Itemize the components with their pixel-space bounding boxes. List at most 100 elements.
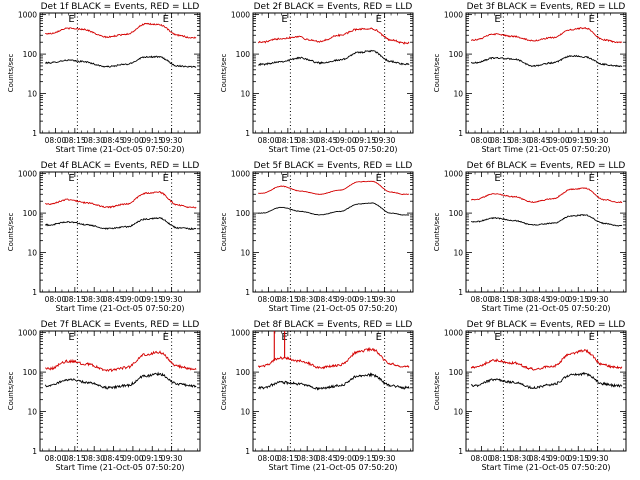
x-tick-label: 09:30 [374, 295, 396, 304]
lld-trace [470, 348, 623, 371]
x-tick-label: 09:30 [587, 454, 609, 463]
x-tick-label: 08:15 [277, 136, 299, 145]
plot-frame [465, 12, 627, 134]
y-tick-label: 10 [453, 408, 463, 417]
event-marker-label: E [494, 14, 500, 25]
y-tick-label: 10 [27, 249, 37, 258]
chart-panel-3: Det 3f BLACK = Events, RED = LLD 1 10 100 10… [433, 2, 627, 154]
y-axis-label: Counts/sec [220, 54, 228, 93]
y-axis-label: Counts/sec [7, 372, 15, 411]
x-axis-label: Start Time (21-Oct-05 07:50:20) [268, 145, 397, 154]
y-tick-label: 1 [458, 447, 463, 456]
event-marker-label: E [589, 14, 595, 25]
event-marker-label: E [589, 173, 595, 184]
x-tick-label: 09:00 [335, 136, 357, 145]
y-tick-label: 100 [23, 209, 38, 218]
x-tick-label: 08:30 [509, 454, 531, 463]
x-tick-label: 08:30 [509, 136, 531, 145]
x-tick-label: 08:00 [471, 454, 493, 463]
x-tick-label: 09:00 [548, 454, 570, 463]
x-axis-label: Start Time (21-Oct-05 07:50:20) [481, 145, 610, 154]
y-tick-label: 1 [458, 129, 463, 138]
x-tick-label: 08:45 [316, 295, 338, 304]
x-tick-label: 08:45 [529, 454, 551, 463]
y-tick-label: 1000 [444, 170, 463, 179]
x-tick-label: 09:15 [567, 136, 589, 145]
y-tick-label: 1 [245, 288, 250, 297]
x-tick-label: 09:00 [122, 295, 144, 304]
chart-panel-1: Det 1f BLACK = Events, RED = LLD 1 10 100 10… [7, 2, 201, 154]
x-tick-label: 08:45 [103, 454, 125, 463]
chart-panel-5: Det 5f BLACK = Events, RED = LLD 1 10 100 10… [220, 161, 414, 313]
event-marker-label: E [376, 173, 382, 184]
plot-frame [252, 171, 414, 293]
y-tick-label: 10 [453, 249, 463, 258]
x-tick-label: 08:00 [45, 454, 67, 463]
y-tick-label: 100 [236, 368, 251, 377]
x-tick-label: 09:15 [141, 454, 163, 463]
x-tick-label: 09:00 [548, 295, 570, 304]
y-tick-label: 10 [27, 90, 37, 99]
chart-title: Det 2f BLACK = Events, RED = LLD [254, 2, 413, 12]
x-tick-label: 08:45 [103, 295, 125, 304]
chart-title: Det 8f BLACK = Events, RED = LLD [254, 320, 413, 330]
x-tick-label: 09:15 [354, 454, 376, 463]
y-tick-label: 1000 [18, 329, 37, 338]
y-axis-label: Counts/sec [7, 54, 15, 93]
chart-title: Det 4f BLACK = Events, RED = LLD [41, 161, 200, 171]
x-tick-label: 08:30 [509, 295, 531, 304]
chart-panel-4: Det 4f BLACK = Events, RED = LLD 1 10 100 10… [7, 161, 201, 313]
event-marker-label: E [376, 332, 382, 343]
chart-title: Det 3f BLACK = Events, RED = LLD [467, 2, 626, 12]
y-tick-label: 1 [32, 447, 37, 456]
x-tick-label: 09:00 [122, 136, 144, 145]
plot-frame [465, 330, 627, 452]
x-axis-label: Start Time (21-Oct-05 07:50:20) [268, 463, 397, 472]
x-tick-label: 09:30 [374, 136, 396, 145]
x-tick-label: 08:30 [296, 136, 318, 145]
y-tick-label: 100 [449, 209, 464, 218]
x-tick-label: 08:15 [277, 454, 299, 463]
x-tick-label: 09:30 [161, 136, 183, 145]
x-tick-label: 08:15 [64, 295, 86, 304]
chart-title: Det 7f BLACK = Events, RED = LLD [41, 320, 200, 330]
x-tick-label: 08:00 [258, 454, 280, 463]
event-marker-label: E [494, 332, 500, 343]
plot-frame [39, 12, 201, 134]
x-axis-label: Start Time (21-Oct-05 07:50:20) [268, 304, 397, 313]
plot-frame [252, 330, 414, 452]
x-tick-label: 08:00 [258, 295, 280, 304]
chart-title: Det 6f BLACK = Events, RED = LLD [467, 161, 626, 171]
lld-trace [45, 22, 197, 39]
y-tick-label: 10 [240, 249, 250, 258]
x-tick-label: 09:15 [567, 454, 589, 463]
y-tick-label: 100 [449, 368, 464, 377]
y-tick-label: 1000 [18, 170, 37, 179]
events-trace [44, 371, 197, 390]
y-tick-label: 1000 [231, 329, 250, 338]
x-tick-label: 09:00 [335, 454, 357, 463]
x-tick-label: 08:15 [277, 295, 299, 304]
y-tick-label: 1000 [444, 329, 463, 338]
event-marker-label: E [68, 14, 74, 25]
x-axis-label: Start Time (21-Oct-05 07:50:20) [481, 463, 610, 472]
x-tick-label: 09:30 [161, 295, 183, 304]
y-tick-label: 100 [449, 50, 464, 59]
chart-panel-7: Det 7f BLACK = Events, RED = LLD 1 10 100 10… [7, 320, 201, 472]
plot-frame [465, 171, 627, 293]
x-tick-label: 08:00 [45, 136, 67, 145]
chart-title: Det 1f BLACK = Events, RED = LLD [41, 2, 200, 12]
x-tick-label: 08:00 [471, 295, 493, 304]
y-tick-label: 100 [23, 368, 38, 377]
y-tick-label: 1000 [231, 170, 250, 179]
event-marker-label: E [494, 173, 500, 184]
chart-title: Det 9f BLACK = Events, RED = LLD [467, 320, 626, 330]
x-tick-label: 09:30 [161, 454, 183, 463]
event-marker-label: E [163, 14, 169, 25]
event-marker-label: E [163, 332, 169, 343]
y-tick-label: 1000 [444, 11, 463, 20]
y-axis-label: Counts/sec [433, 372, 441, 411]
lld-trace [257, 27, 410, 45]
x-tick-label: 09:15 [354, 295, 376, 304]
x-tick-label: 08:00 [471, 136, 493, 145]
